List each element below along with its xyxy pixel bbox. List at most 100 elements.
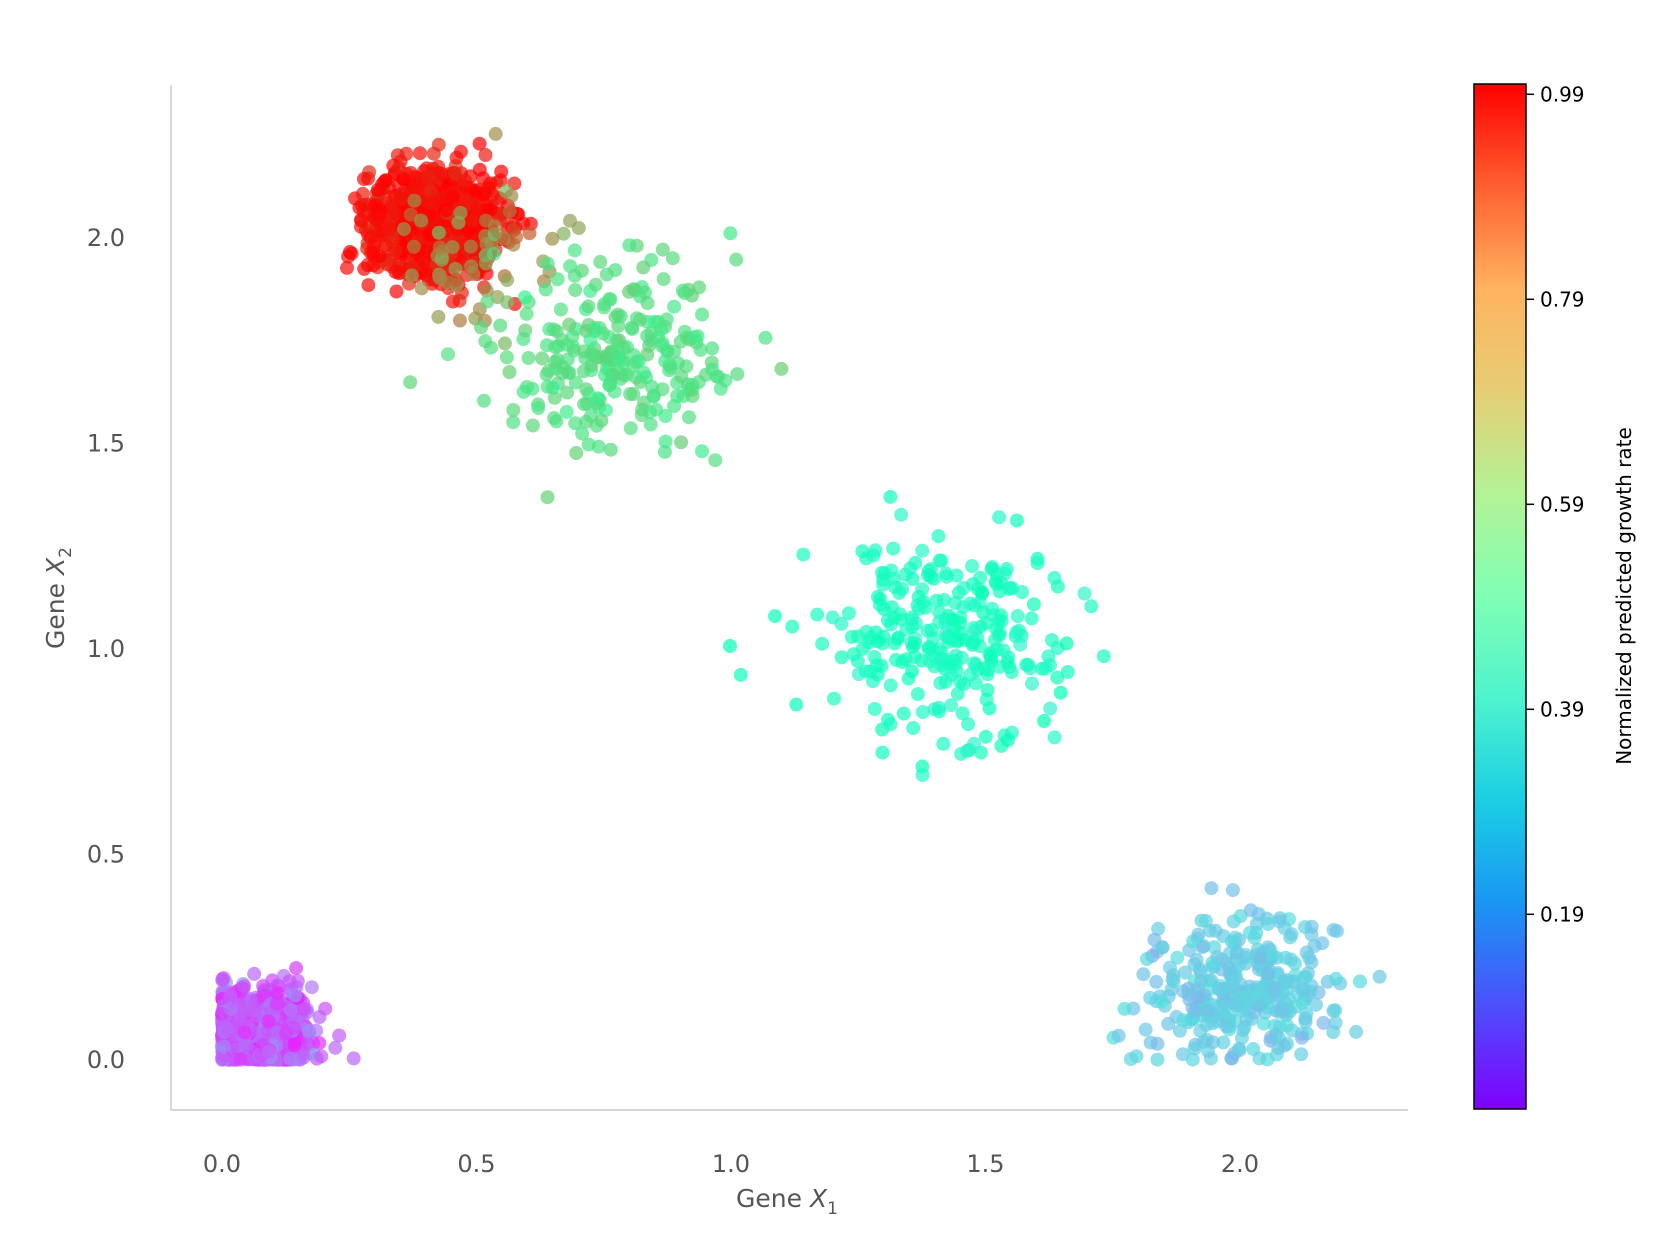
data-point [941, 634, 956, 649]
data-point [656, 272, 671, 287]
data-point [469, 201, 484, 216]
data-point [1284, 927, 1299, 942]
data-point [1232, 1041, 1246, 1056]
data-point [504, 189, 519, 203]
data-point [426, 146, 441, 161]
data-point [559, 404, 574, 419]
data-point [296, 1050, 311, 1065]
data-point [1043, 701, 1058, 716]
data-point [692, 280, 707, 295]
data-point [961, 717, 976, 732]
data-point [370, 183, 385, 197]
data-point [989, 577, 1004, 591]
data-point [438, 203, 453, 218]
data-point [535, 351, 550, 366]
data-point [581, 437, 596, 452]
data-point [216, 1039, 231, 1054]
data-point [1172, 1023, 1187, 1038]
data-point [553, 302, 568, 317]
data-point [665, 251, 680, 266]
data-point [834, 650, 849, 665]
data-point [1185, 1052, 1200, 1067]
data-point [265, 973, 280, 988]
data-point [992, 510, 1007, 525]
data-point [1309, 997, 1323, 1012]
data-point [406, 239, 421, 254]
data-point [975, 586, 989, 601]
data-point [1024, 611, 1039, 626]
data-point [625, 322, 640, 336]
data-point [659, 312, 674, 327]
data-point [1002, 580, 1017, 595]
data-point [289, 961, 304, 976]
data-point [966, 577, 980, 592]
data-point [1243, 903, 1258, 918]
data-point [1154, 994, 1169, 1009]
data-point [1200, 1004, 1215, 1019]
data-point [500, 273, 515, 288]
data-point [432, 270, 447, 285]
data-point [589, 418, 604, 433]
data-point [521, 351, 536, 365]
data-point [1026, 597, 1041, 612]
data-point [603, 346, 618, 360]
data-point [905, 571, 920, 586]
data-point [479, 256, 493, 271]
data-point [1060, 665, 1075, 679]
data-point [567, 243, 582, 258]
data-point [634, 408, 649, 422]
data-point [538, 282, 553, 297]
data-point [1165, 972, 1180, 987]
colorbar: 0.19 0.39 0.59 0.79 0.99 Normalized predicte… [1473, 82, 1636, 1110]
data-point [1187, 1041, 1202, 1056]
data-point [977, 661, 992, 676]
scatter-points [215, 126, 1387, 1067]
data-point [568, 283, 583, 297]
data-point [954, 650, 969, 665]
data-point [929, 593, 944, 608]
data-point [1329, 971, 1343, 986]
data-point [789, 697, 804, 712]
data-point [908, 555, 923, 570]
data-point [486, 247, 501, 261]
x-axis-label: Gene X1 [736, 1184, 838, 1219]
data-point [382, 222, 397, 237]
data-point [834, 616, 849, 631]
data-point [355, 186, 370, 201]
data-point [955, 706, 970, 721]
data-point [566, 343, 581, 358]
data-point [1059, 636, 1074, 651]
data-point [729, 252, 744, 267]
data-point [540, 379, 555, 394]
data-point [361, 278, 376, 293]
colorbar-gradient [1473, 83, 1527, 1110]
data-point [1077, 586, 1092, 601]
data-point [555, 366, 570, 381]
data-point [540, 490, 555, 505]
data-point [567, 268, 582, 283]
data-point [414, 213, 429, 228]
data-point [423, 184, 438, 199]
data-point [261, 1014, 276, 1029]
data-point [478, 148, 493, 162]
data-point [1050, 670, 1065, 685]
data-point [247, 966, 262, 981]
data-point [1161, 1016, 1176, 1031]
data-point [431, 309, 446, 324]
data-point [445, 294, 460, 309]
data-point [396, 222, 411, 236]
data-point [1187, 957, 1202, 972]
data-point [1025, 676, 1039, 691]
data-point [378, 238, 393, 252]
data-point [1163, 960, 1177, 975]
data-point [414, 281, 429, 296]
data-point [479, 236, 494, 251]
data-point [1295, 996, 1310, 1011]
data-point [389, 284, 404, 299]
data-point [448, 166, 463, 181]
data-point [921, 568, 935, 582]
data-point [880, 613, 895, 628]
data-point [1084, 599, 1099, 614]
data-point [357, 172, 371, 186]
data-point [859, 625, 874, 639]
